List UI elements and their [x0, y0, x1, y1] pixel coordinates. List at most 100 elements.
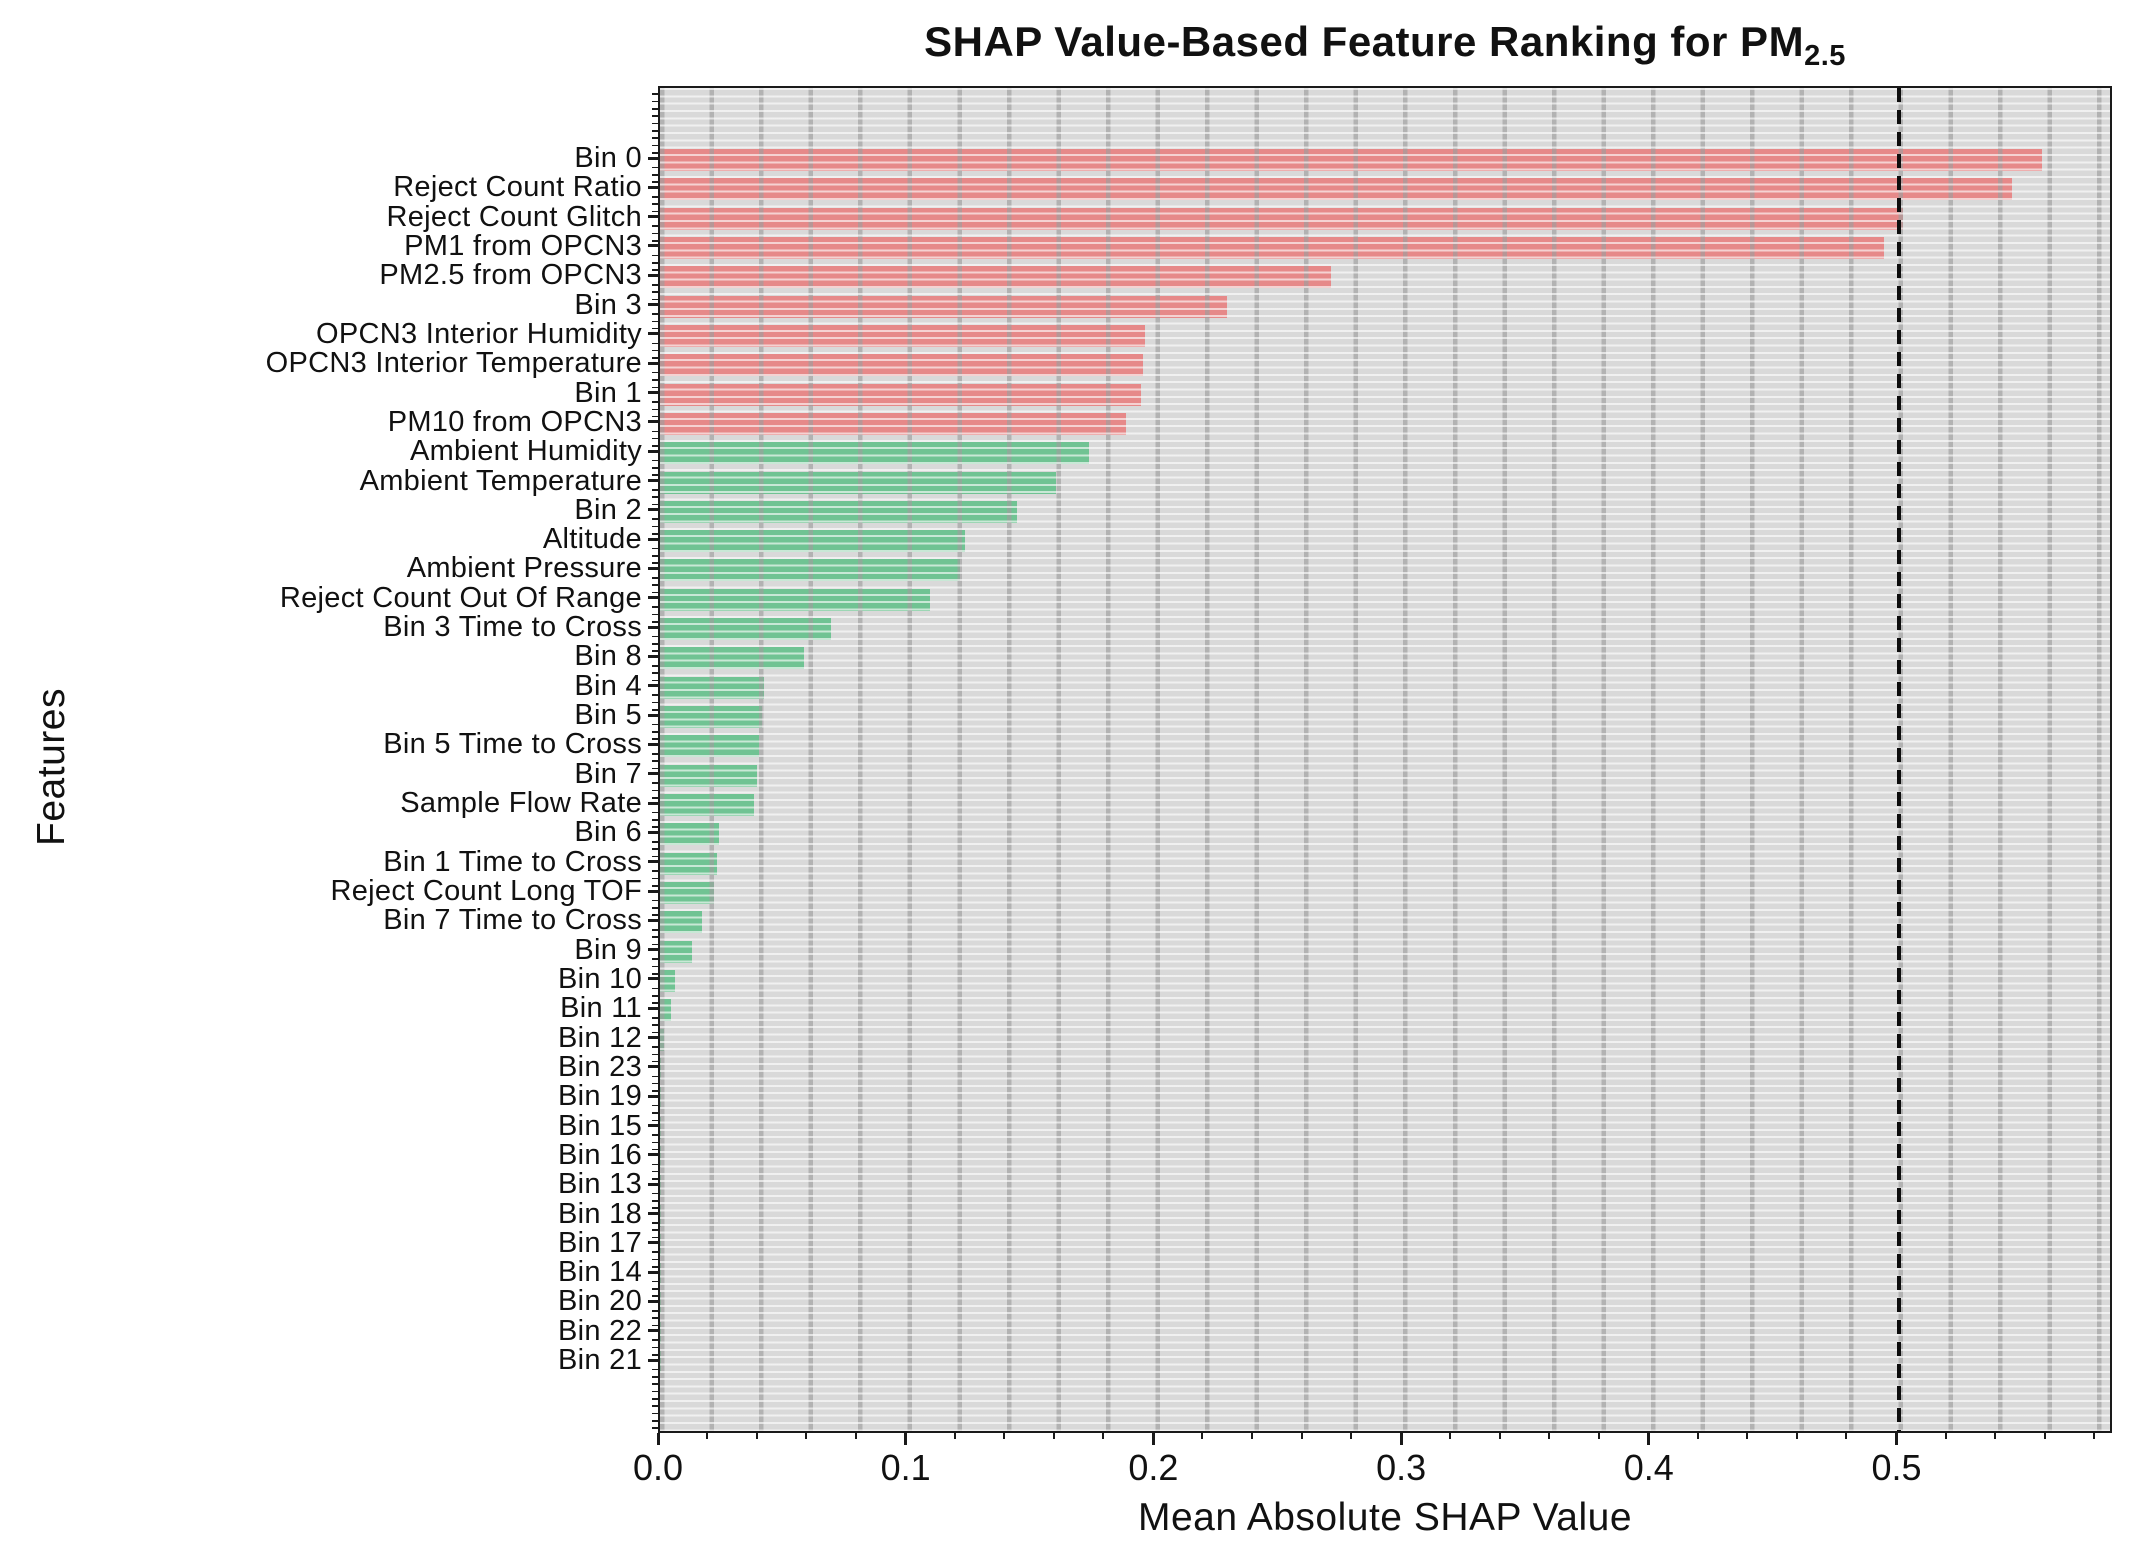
y-major-tick	[648, 1241, 658, 1245]
threshold-dashed-line	[1896, 88, 1901, 1431]
y-tick-label: Bin 4	[574, 669, 642, 702]
y-minor-tick	[652, 298, 658, 301]
y-minor-tick	[652, 166, 658, 169]
y-tick-label: Reject Count Ratio	[393, 171, 642, 204]
y-major-tick	[648, 889, 658, 893]
x-tick-label: 0.3	[1376, 1447, 1427, 1488]
y-minor-tick	[652, 93, 658, 95]
y-minor-tick	[652, 1310, 658, 1312]
bar-bin-10	[660, 969, 675, 992]
x-minor-tick	[1003, 1433, 1006, 1439]
y-minor-tick	[652, 1368, 658, 1371]
y-minor-tick	[652, 210, 658, 213]
y-minor-tick	[652, 437, 658, 440]
y-tick-label: Bin 10	[557, 962, 642, 995]
y-minor-tick	[652, 1119, 658, 1122]
bar-bin-23	[660, 1057, 662, 1080]
y-major-tick	[648, 860, 658, 864]
bar-ambient-humidity	[660, 442, 1089, 465]
y-minor-tick	[652, 972, 658, 975]
bar-sample-flow-rate	[660, 794, 755, 817]
y-minor-tick	[652, 1295, 658, 1298]
y-minor-tick	[652, 408, 658, 411]
bar-bin-16	[660, 1145, 661, 1168]
y-major-tick	[648, 830, 658, 834]
y-major-tick	[648, 273, 658, 277]
y-minor-tick	[652, 789, 658, 792]
y-minor-tick	[652, 606, 658, 609]
x-minor-tick	[854, 1433, 857, 1439]
y-minor-tick	[652, 760, 658, 762]
y-minor-tick	[652, 1163, 658, 1166]
y-minor-tick	[652, 1324, 658, 1327]
y-tick-label: Bin 12	[557, 1021, 642, 1054]
y-minor-tick	[652, 342, 658, 345]
bar-bin-9	[660, 940, 693, 963]
y-major-tick	[648, 713, 658, 717]
y-minor-tick	[652, 701, 658, 704]
x-minor-tick	[1795, 1433, 1798, 1439]
y-minor-tick	[652, 386, 658, 389]
y-minor-tick	[652, 884, 658, 887]
y-major-tick	[648, 1299, 658, 1303]
y-minor-tick	[652, 357, 658, 359]
y-tick-label: Ambient Temperature	[359, 464, 642, 497]
y-minor-tick	[652, 1024, 658, 1026]
x-minor-tick	[1548, 1433, 1551, 1439]
y-minor-tick	[652, 1405, 658, 1407]
y-major-tick	[648, 420, 658, 424]
x-major-tick	[1647, 1433, 1651, 1445]
bar-reject-count-glitch	[660, 207, 1904, 230]
x-major-tick	[904, 1433, 908, 1445]
y-minor-tick	[652, 254, 658, 257]
y-minor-tick	[652, 855, 658, 858]
y-minor-tick	[652, 1031, 658, 1034]
y-tick-label: Bin 15	[557, 1109, 642, 1142]
bar-opcn3-interior-temperature	[660, 354, 1143, 377]
y-major-tick	[648, 1036, 658, 1040]
y-minor-tick	[652, 767, 658, 770]
y-minor-tick	[652, 1046, 658, 1048]
y-minor-tick	[652, 1354, 658, 1356]
y-major-tick	[648, 244, 658, 248]
bar-bin-8	[660, 647, 804, 670]
y-minor-tick	[652, 459, 658, 462]
bar-bin-15	[660, 1116, 661, 1139]
x-tick-label: 0.5	[1871, 1447, 1922, 1488]
y-minor-tick	[652, 1016, 658, 1019]
y-minor-tick	[652, 195, 658, 198]
y-minor-tick	[652, 503, 658, 506]
x-minor-tick	[1994, 1433, 1997, 1439]
y-minor-tick	[652, 555, 658, 557]
y-minor-tick	[652, 577, 658, 579]
y-minor-tick	[652, 525, 658, 528]
y-minor-tick	[652, 115, 658, 117]
y-minor-tick	[652, 1398, 658, 1400]
y-minor-tick	[652, 533, 658, 535]
y-tick-label: Bin 18	[557, 1197, 642, 1230]
y-tick-label: Bin 23	[557, 1050, 642, 1083]
y-minor-tick	[652, 1339, 658, 1342]
bar-reject-count-out-of-range	[660, 588, 930, 611]
y-minor-tick	[652, 1317, 658, 1320]
y-tick-label: Ambient Pressure	[406, 552, 642, 585]
y-minor-tick	[652, 144, 658, 147]
y-tick-label: Bin 8	[574, 640, 642, 673]
y-minor-tick	[652, 349, 658, 352]
y-minor-tick	[652, 943, 658, 946]
y-tick-label: PM2.5 from OPCN3	[379, 259, 642, 292]
y-tick-label: Sample Flow Rate	[400, 787, 642, 820]
x-major-tick	[1895, 1433, 1898, 1445]
y-major-tick	[648, 1182, 658, 1186]
y-major-tick	[648, 801, 658, 805]
y-minor-tick	[652, 1075, 658, 1078]
y-minor-tick	[652, 107, 658, 110]
x-minor-tick	[1597, 1433, 1600, 1439]
y-minor-tick	[652, 401, 658, 403]
y-minor-tick	[652, 936, 658, 938]
y-major-tick	[648, 684, 658, 688]
y-minor-tick	[652, 643, 658, 645]
y-minor-tick	[652, 731, 658, 733]
y-minor-tick	[652, 1390, 658, 1393]
